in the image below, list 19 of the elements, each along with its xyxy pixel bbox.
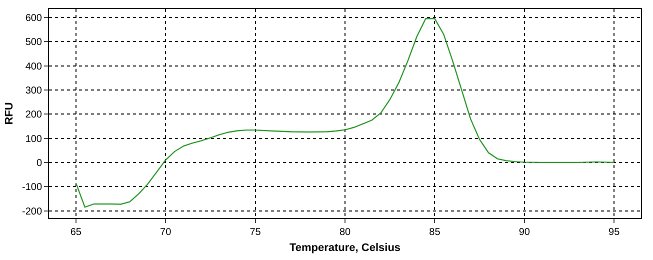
y-axis-title: RFU	[4, 102, 16, 125]
x-tick-label: 75	[250, 227, 262, 238]
x-tick-label: 65	[70, 227, 82, 238]
y-tick-label: 400	[25, 61, 42, 72]
y-tick-label: 100	[25, 134, 42, 145]
y-tick-label: 500	[25, 37, 42, 48]
x-tick-label: 90	[518, 227, 530, 238]
x-tick-label: 85	[429, 227, 441, 238]
y-tick-label: -200	[22, 206, 42, 218]
y-tick-label: 200	[25, 110, 42, 121]
y-tick-label: -100	[22, 182, 42, 194]
x-axis-title: Temperature, Celsius	[289, 242, 401, 254]
y-tick-label: 600	[25, 12, 42, 24]
x-tick-label: 70	[160, 227, 172, 238]
y-tick-label: 0	[36, 158, 42, 169]
x-tick-label: 95	[608, 227, 620, 238]
y-tick-label: 300	[25, 85, 42, 96]
line-series	[75, 18, 615, 208]
x-tick-label: 80	[339, 227, 351, 238]
